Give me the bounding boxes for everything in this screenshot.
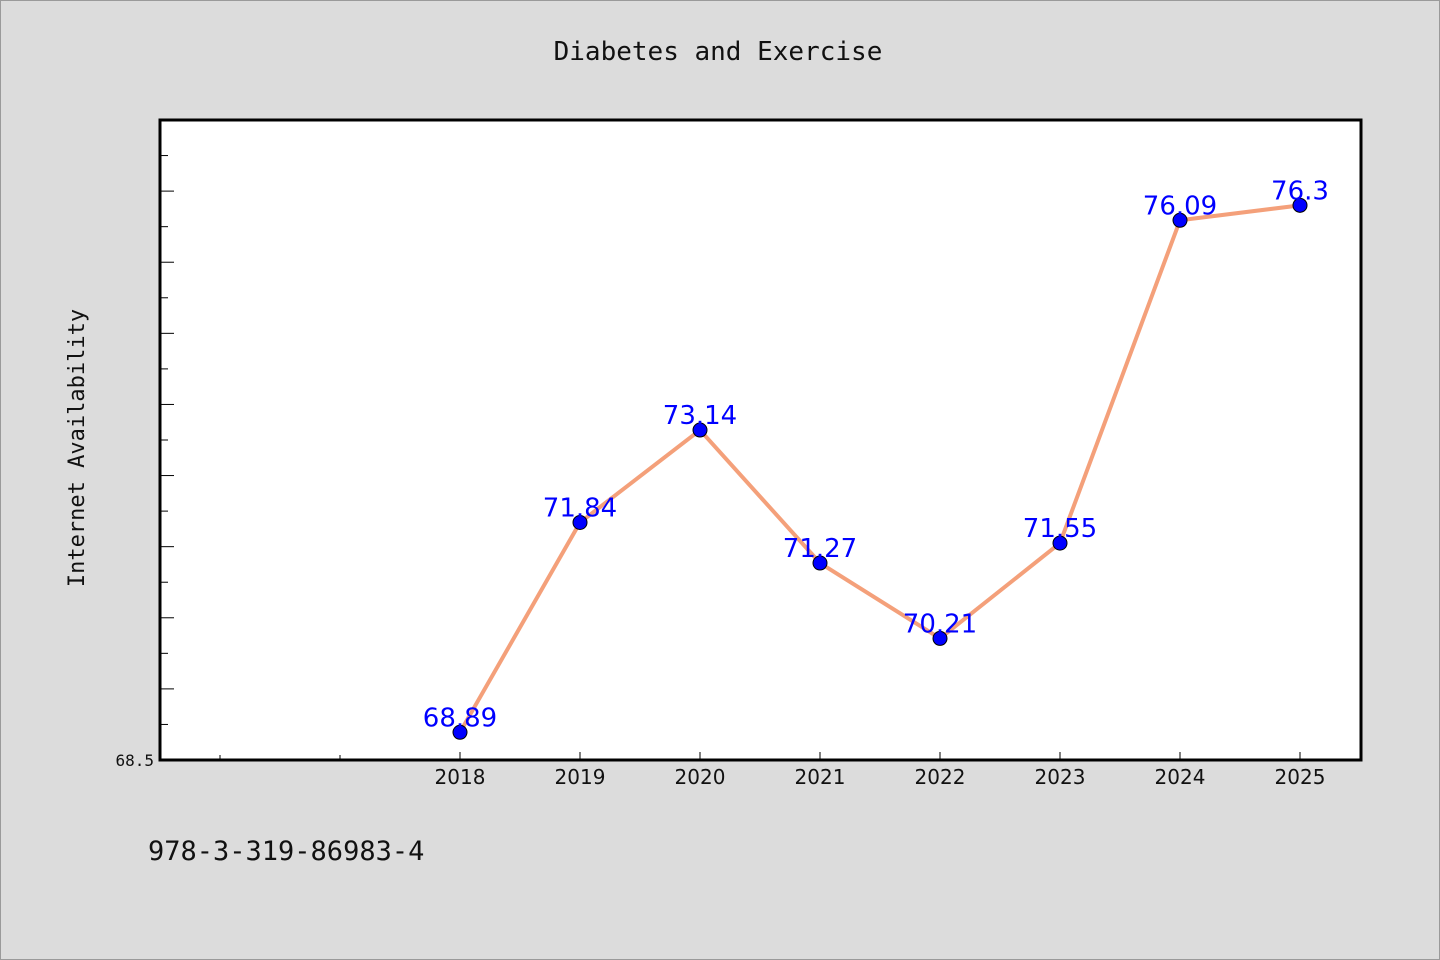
data-point-marker (812, 555, 828, 571)
series-group (452, 197, 1308, 740)
data-point-marker (572, 514, 588, 530)
data-point-marker (932, 630, 948, 646)
x-tick-label: 2020 (675, 765, 726, 789)
data-labels-group: 68.89 71.84 73.14 71.27 70.21 71.55 76.09 76.3 (423, 176, 1329, 733)
x-tick-label: 2022 (915, 765, 966, 789)
data-point-marker (1172, 212, 1188, 228)
data-point-marker (692, 422, 708, 438)
x-tick-label: 2021 (795, 765, 846, 789)
plot-area (158, 118, 1363, 762)
data-label: 68.89 (423, 703, 497, 733)
x-tick-label: 2024 (1155, 765, 1206, 789)
data-label: 71.84 (543, 493, 617, 523)
data-label: 71.27 (783, 534, 857, 564)
y-ticks: 68.5 (115, 119, 174, 770)
data-label: 76.3 (1271, 176, 1329, 206)
data-label: 70.21 (903, 609, 977, 639)
y-axis-label: Internet Availability (65, 309, 90, 587)
series-line (458, 203, 1301, 734)
footer-code: 978-3-319-86983-4 (148, 836, 425, 867)
x-tick-label: 2019 (555, 765, 606, 789)
data-label: 71.55 (1023, 514, 1097, 544)
chart-title: Diabetes and Exercise (554, 37, 883, 67)
data-point-marker (1292, 197, 1308, 213)
x-tick-label: 2025 (1275, 765, 1326, 789)
data-label: 73.14 (663, 401, 737, 431)
x-tick-label: 2023 (1035, 765, 1086, 789)
data-point-marker (1052, 535, 1068, 551)
data-label: 76.09 (1143, 191, 1217, 221)
data-point-marker (452, 724, 468, 740)
x-tick-label: 2018 (435, 765, 486, 789)
x-ticks: 2018 2019 2020 2021 2022 2023 2024 2025 (219, 752, 1326, 789)
y-tick-label: 68.5 (115, 751, 154, 770)
